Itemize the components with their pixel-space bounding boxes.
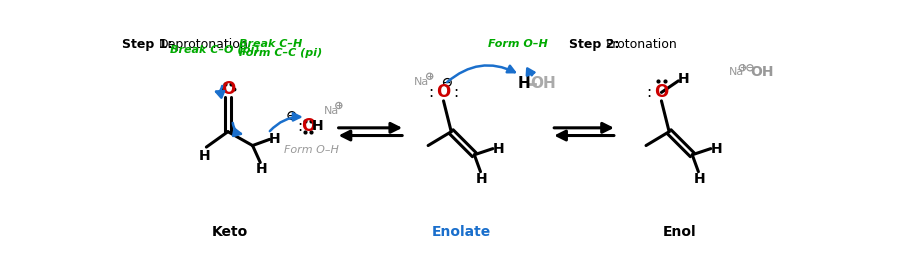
Text: O: O	[220, 80, 235, 98]
Text: O: O	[653, 83, 668, 101]
Text: Keto: Keto	[212, 225, 248, 239]
Text: +: +	[425, 72, 433, 81]
Text: :: :	[428, 85, 434, 100]
Text: :: :	[646, 85, 651, 100]
Text: −: −	[746, 63, 752, 72]
Text: Form O–H: Form O–H	[487, 39, 548, 49]
Text: Na: Na	[323, 106, 339, 116]
Text: O: O	[301, 117, 315, 135]
Text: H: H	[693, 172, 705, 186]
Text: Na: Na	[728, 67, 742, 77]
Text: :: :	[297, 119, 302, 134]
Text: Step 2:: Step 2:	[568, 38, 619, 51]
Text: Deprotonation: Deprotonation	[159, 38, 248, 51]
Text: Break C–O (pi): Break C–O (pi)	[170, 45, 260, 55]
Text: Enolate: Enolate	[431, 225, 490, 239]
Text: H: H	[256, 162, 267, 176]
Text: −: −	[288, 110, 295, 121]
Text: H: H	[199, 148, 210, 163]
Text: H: H	[268, 132, 280, 146]
Text: Step 1:: Step 1:	[121, 38, 172, 51]
Text: O: O	[436, 83, 450, 101]
Text: OH: OH	[529, 76, 555, 91]
Text: H: H	[492, 142, 504, 156]
Text: H: H	[677, 71, 689, 86]
Text: Na: Na	[414, 77, 429, 87]
Text: Protonation: Protonation	[605, 38, 677, 51]
Text: :: :	[453, 85, 458, 100]
Text: −: −	[443, 77, 451, 87]
Text: H: H	[710, 142, 722, 156]
Text: Enol: Enol	[662, 225, 696, 239]
Text: Break C–H: Break C–H	[240, 39, 302, 49]
Text: H: H	[311, 119, 322, 133]
Text: Form C–C (pi): Form C–C (pi)	[240, 48, 322, 58]
Text: H: H	[517, 76, 530, 91]
Text: +: +	[335, 101, 342, 110]
Text: +: +	[738, 63, 745, 72]
Text: Form O–H: Form O–H	[284, 145, 339, 155]
Text: H: H	[476, 172, 487, 186]
Text: OH: OH	[750, 65, 773, 79]
